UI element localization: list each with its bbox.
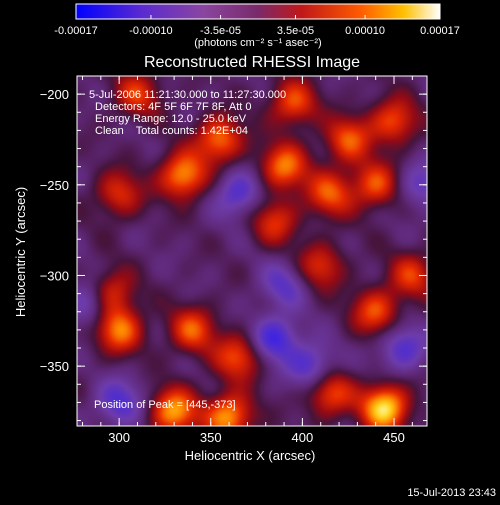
x-axis-label: Heliocentric X (arcsec) [185, 448, 316, 463]
annotation-peak-position: Position of Peak = [445,-373] [94, 399, 236, 411]
annotation-time-range: 5-Jul-2006 11:21:30.000 to 11:27:30.000 [89, 89, 286, 101]
y-axis-ticks: −200 −250 −300 −350 [40, 75, 427, 422]
heatmap-image [77, 76, 427, 426]
y-tick-label: −250 [40, 178, 69, 193]
colorbar-tick-label: -0.00010 [129, 25, 172, 37]
chart-title: Reconstructed RHESSI Image [144, 54, 360, 71]
x-tick-label: 300 [108, 430, 130, 445]
colorbar-unit-label: (photons cm⁻² s⁻¹ asec⁻²) [194, 37, 321, 49]
annotation-energy-range: Energy Range: 12.0 - 25.0 keV [95, 113, 247, 125]
y-axis-label: Heliocentric Y (arcsec) [13, 187, 28, 317]
colorbar-tick-label: -3.5e-05 [200, 25, 241, 37]
colorbar-tick-label: 3.5e-05 [277, 25, 314, 37]
x-axis-ticks: 300 350 400 450 [81, 76, 413, 445]
x-tick-label: 400 [292, 430, 314, 445]
plot-frame [76, 75, 428, 427]
colorbar [75, 3, 441, 20]
x-tick-label: 350 [200, 430, 222, 445]
colorbar-tick-label: 0.00010 [345, 25, 385, 37]
annotation-detectors: Detectors: 4F 5F 6F 7F 8F, Att 0 [95, 101, 252, 113]
y-tick-label: −350 [40, 359, 69, 374]
colorbar-tick-label: 0.00017 [420, 25, 460, 37]
y-tick-label: −200 [40, 87, 69, 102]
x-tick-label: 450 [383, 430, 405, 445]
y-tick-label: −300 [40, 268, 69, 283]
footer-timestamp: 15-Jul-2013 23:43 [407, 487, 496, 499]
colorbar-tick-label: -0.00017 [54, 25, 97, 37]
colorbar-ticks: -0.00017 -0.00010 -3.5e-05 3.5e-05 0.00010 0.… [54, 15, 460, 37]
annotation-total-counts: Clean Total counts: 1.42E+04 [95, 125, 248, 137]
